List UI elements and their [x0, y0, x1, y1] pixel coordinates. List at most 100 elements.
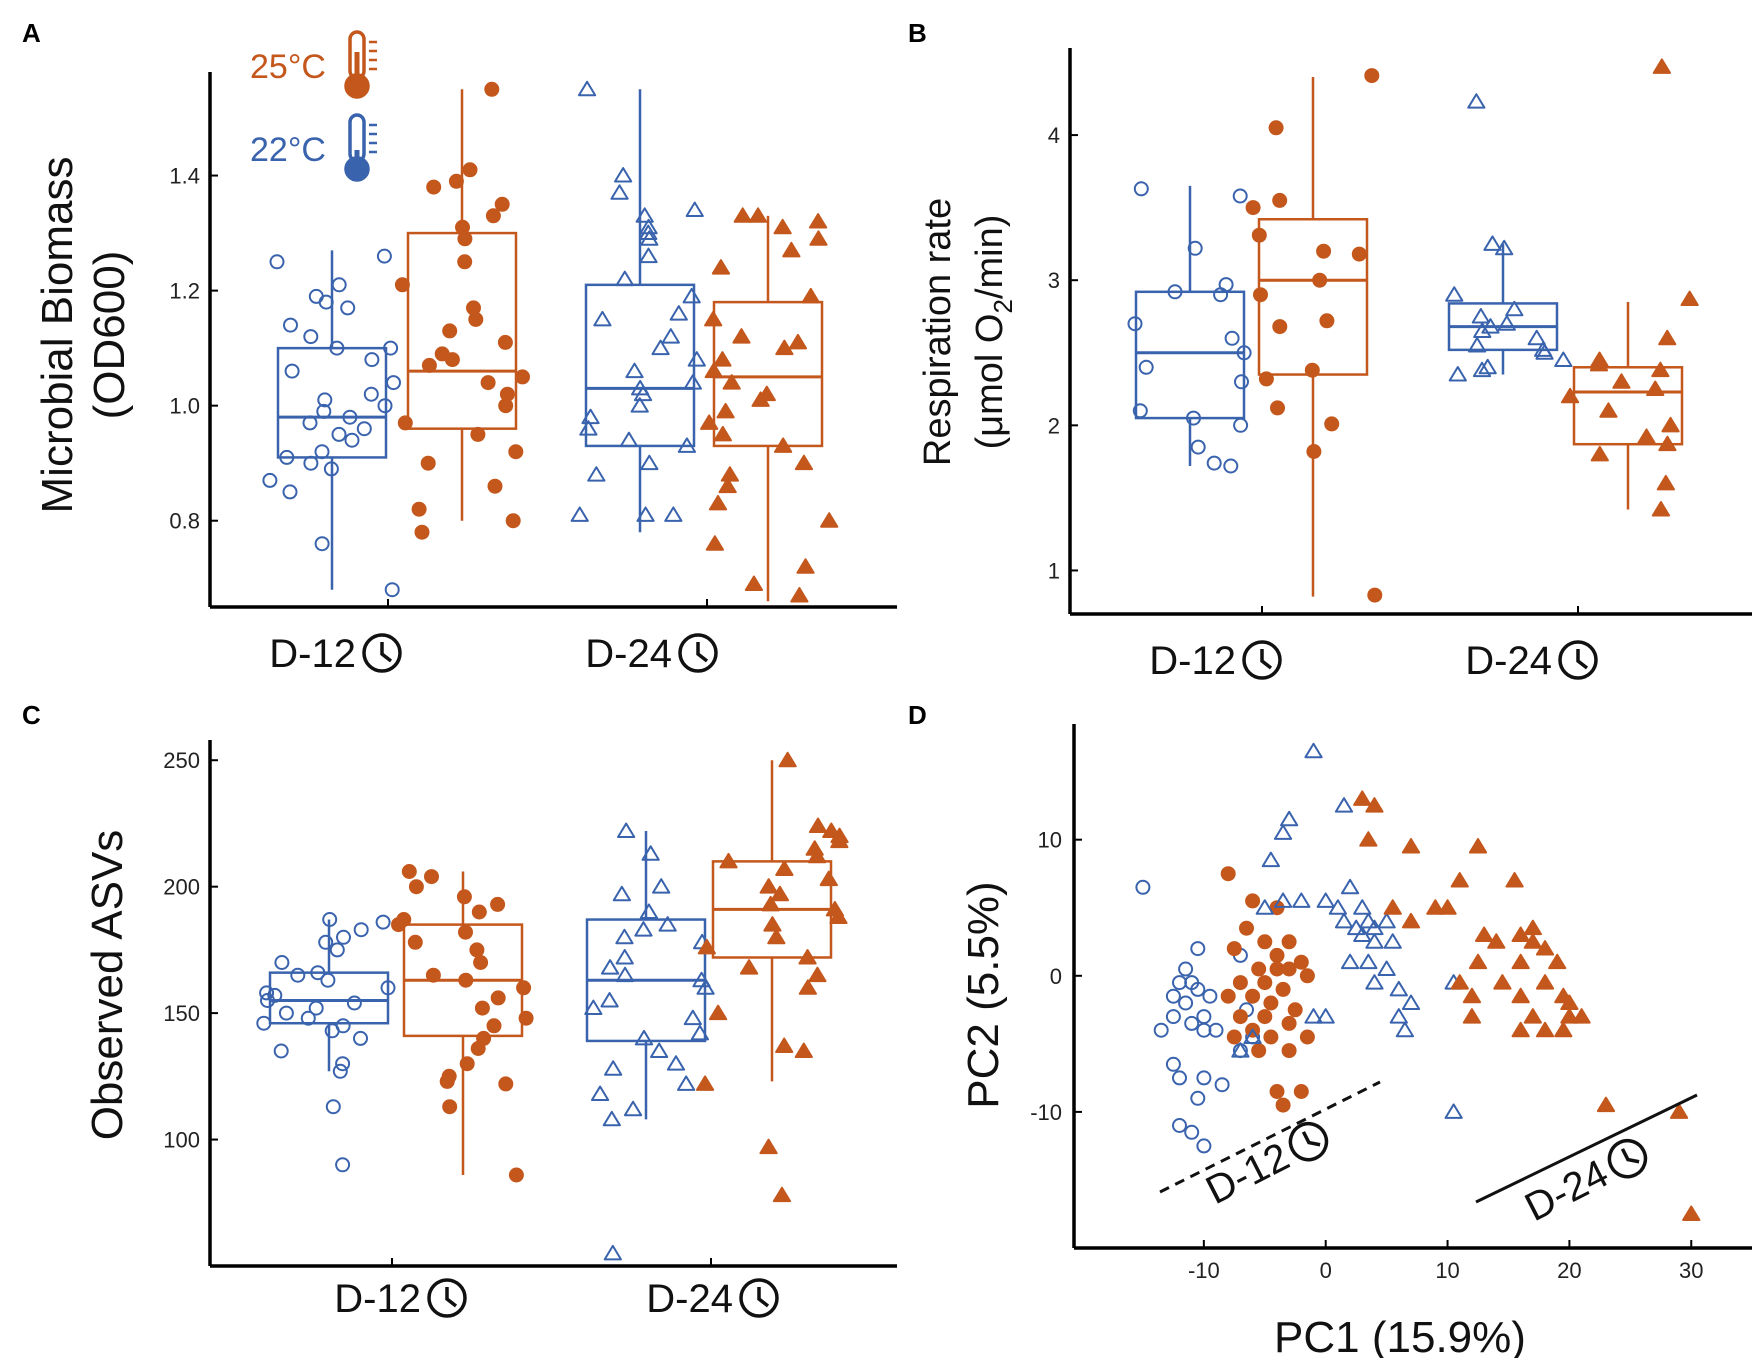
data-point [425, 967, 441, 983]
data-point [1135, 879, 1151, 895]
data-point [1138, 359, 1154, 375]
data-point [761, 895, 780, 912]
data-point [1340, 953, 1360, 970]
x-category-label-d24: D-24 [585, 632, 672, 676]
ylabel-suffix: /min) [969, 215, 1011, 299]
ylabel-line1: Respiration rate [917, 198, 959, 466]
data-point [1184, 1015, 1200, 1031]
data-point [615, 949, 634, 965]
data-point [1226, 941, 1242, 957]
data-point [480, 375, 496, 391]
data-point [1196, 1070, 1212, 1086]
panel-letter-c: C [22, 700, 41, 730]
clock-icon [1607, 1138, 1648, 1179]
y-tick-label: 0.8 [169, 509, 200, 534]
data-point [1243, 1028, 1262, 1045]
data-point [259, 985, 275, 1001]
data-point [458, 924, 473, 940]
data-point [614, 167, 633, 183]
data-point [1548, 953, 1567, 970]
data-point [666, 1055, 686, 1071]
data-point [636, 506, 655, 522]
data-point [1292, 892, 1311, 908]
data-point [516, 980, 532, 996]
d12-dashed-line [1159, 1080, 1381, 1194]
data-point [641, 845, 660, 861]
data-point [570, 506, 589, 522]
data-point [1448, 366, 1467, 382]
ylabel-line2: (μmol O2/min) [969, 215, 1018, 450]
data-point [1127, 316, 1143, 332]
series-d-24-25-c [1353, 790, 1701, 1221]
box-iqr [712, 300, 824, 448]
data-point [651, 339, 670, 356]
clock-icon [427, 1278, 467, 1318]
data-point [284, 363, 300, 379]
data-point [1231, 1042, 1250, 1058]
data-point [807, 847, 827, 864]
data-point [630, 397, 649, 413]
data-point [767, 928, 786, 945]
data-point [1473, 322, 1492, 338]
data-point [1287, 1002, 1303, 1018]
plot-area-d: -10 0 10 20 30 -10 0 10 [1030, 724, 1752, 1283]
data-point [1511, 1021, 1530, 1038]
ylabel-line1: Microbial Biomass [33, 157, 82, 514]
data-point [1367, 587, 1383, 603]
data-point [1359, 831, 1378, 847]
data-point [634, 921, 653, 937]
data-point [744, 575, 764, 591]
d24-rotated-label: D-24 [1518, 1138, 1648, 1230]
x-axis-label: PC1 (15.9%) [1274, 1313, 1526, 1358]
data-point [1340, 878, 1360, 895]
data-point [711, 259, 731, 275]
data-point [615, 966, 635, 983]
data-point [1196, 1009, 1212, 1025]
data-point [830, 832, 849, 849]
x-category-label-d12: D-12 [269, 632, 356, 676]
data-point [1272, 192, 1288, 208]
data-point [1377, 912, 1396, 929]
series-d-12-25-c [1220, 866, 1315, 1113]
data-point [739, 959, 759, 975]
data-point [1273, 892, 1293, 908]
panel-d: D PC2 (5.5%) PC1 (15.9%) -10 0 10 20 30 -10 0 1… [908, 700, 1752, 1358]
data-point [1251, 961, 1267, 977]
data-point [457, 231, 473, 247]
data-point [685, 201, 704, 218]
data-point [708, 1004, 728, 1021]
data-point [1652, 58, 1672, 74]
data-point [619, 431, 639, 448]
y-axis-label: PC2 (5.5%) [959, 881, 1008, 1108]
data-point [1535, 344, 1554, 360]
box-d-12-25c [391, 864, 534, 1183]
y-tick-label: 4 [1048, 123, 1060, 148]
data-point [1590, 445, 1609, 462]
data-point [1187, 240, 1203, 256]
data-point [1281, 961, 1297, 977]
box-d-12-22c [1127, 181, 1252, 474]
data-point [1293, 954, 1309, 970]
data-point [696, 979, 715, 995]
data-point [300, 1010, 316, 1026]
data-point [1299, 1029, 1315, 1045]
data-point [273, 1043, 289, 1059]
y-tick-label: 0 [1050, 964, 1062, 989]
box-d-12-22c [256, 912, 396, 1173]
y-tick-label: 2 [1048, 413, 1060, 438]
data-point [683, 374, 702, 390]
data-point [577, 80, 597, 97]
data-point [650, 1042, 669, 1059]
data-point [1268, 120, 1284, 136]
data-point [401, 864, 417, 879]
data-point [380, 980, 396, 996]
data-point [732, 328, 751, 344]
data-point [1236, 345, 1252, 361]
y-tick-label: 1 [1048, 558, 1060, 583]
data-point [1273, 824, 1293, 840]
data-point [623, 1100, 643, 1117]
data-point [1232, 1009, 1248, 1025]
data-point [515, 369, 530, 385]
data-point [600, 959, 620, 975]
